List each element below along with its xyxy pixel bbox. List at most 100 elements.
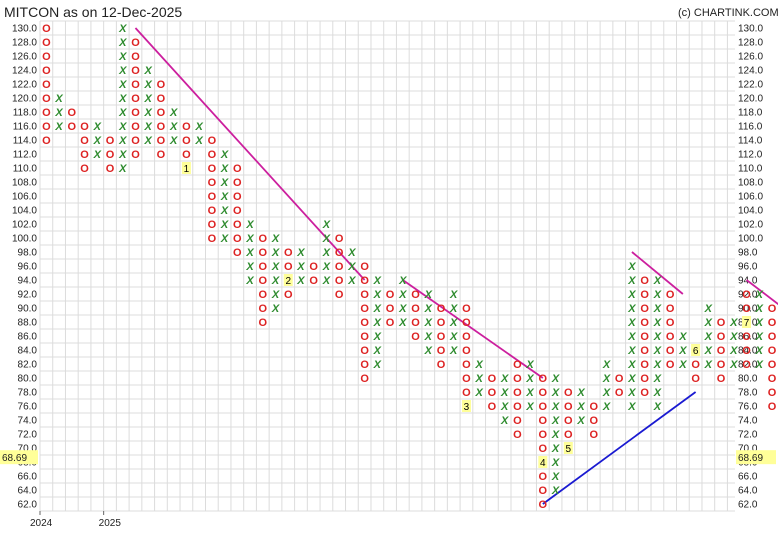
y-tick-label-left: 76.0 [18,402,38,413]
x-box: X [220,233,229,245]
o-box: O [68,121,77,133]
y-tick-label-left: 100.0 [12,234,37,245]
y-tick-label-left: 122.0 [12,80,37,91]
o-box: O [717,317,726,329]
o-box: O [462,387,471,399]
o-box: O [589,415,598,427]
y-tick-label-left: 98.0 [18,248,38,259]
o-box: O [284,289,293,301]
x-box: X [169,135,178,147]
x-box: X [296,247,305,259]
o-box: O [42,23,51,35]
x-box: X [653,331,662,343]
x-box: X [118,93,127,105]
x-box: X [449,289,458,301]
y-tick-label-right: 84.0 [738,346,758,357]
y-tick-label-left: 124.0 [12,66,37,77]
x-box: X [144,79,153,91]
o-box: O [768,303,777,315]
o-box: O [589,401,598,413]
y-tick-label-left: 118.0 [13,108,38,119]
o-box: O [768,387,777,399]
x-axis: 2024 2025 [30,511,121,529]
o-box: O [309,261,318,273]
x-box: X [220,163,229,175]
y-tick-label-left: 106.0 [12,192,37,203]
x-box: X [118,65,127,77]
o-box: O [640,345,649,357]
o-box: O [131,79,140,91]
x-box: X [118,37,127,49]
x-box: X [704,345,713,357]
y-tick-label-right: 78.0 [738,388,758,399]
grid [39,20,735,512]
x-box: X [220,205,229,217]
x-box: X [576,401,585,413]
x-box: X [755,331,764,343]
month-marker: 5 [566,444,572,455]
o-box: O [411,317,420,329]
x-box: X [500,401,509,413]
y-tick-label-left: 120.0 [12,94,37,105]
x-box: X [424,345,433,357]
o-box: O [68,107,77,119]
o-box: O [42,135,51,147]
o-box: O [691,359,700,371]
y-tick-label-left: 88.0 [18,318,38,329]
o-box: O [589,429,598,441]
y-tick-label-right: 128.0 [738,38,763,49]
x-box: X [602,401,611,413]
x-box: X [118,23,127,35]
x-box: X [475,373,484,385]
x-box: X [424,303,433,315]
o-box: O [462,317,471,329]
x-box: X [347,247,356,259]
o-box: O [208,191,217,203]
x-box: X [551,443,560,455]
o-box: O [666,303,675,315]
x-box: X [525,373,534,385]
x-box: X [551,401,560,413]
resistance-trendline [134,27,366,281]
y-tick-label-left: 128.0 [12,38,37,49]
last-price-bg-left [0,450,38,465]
x-box: X [704,317,713,329]
o-box: O [539,415,548,427]
y-tick-label-right: 82.0 [738,360,758,371]
o-box: O [513,415,522,427]
x-box: X [54,107,63,119]
o-box: O [437,359,446,371]
y-tick-label-left: 112.0 [13,150,38,161]
y-axis-right: 130.0 128.0 126.0 124.0 122.0 120.0 118.0 116.0… [738,24,763,511]
o-box: O [131,37,140,49]
o-box: O [360,345,369,357]
x-box: X [93,135,102,147]
o-box: O [182,149,191,161]
y-tick-label-right: 76.0 [738,402,758,413]
x-box: X [322,233,331,245]
o-box: O [258,247,267,259]
y-tick-label-left: 92.0 [18,290,38,301]
o-box: O [233,163,242,175]
x-box: X [322,261,331,273]
x-box: X [144,121,153,133]
o-box: O [717,359,726,371]
y-tick-label-right: 118.0 [738,108,763,119]
o-box: O [360,261,369,273]
o-box: O [640,387,649,399]
x-box: X [373,275,382,287]
x-box: X [271,289,280,301]
x-box: X [144,107,153,119]
x-box: X [525,387,534,399]
o-box: O [539,401,548,413]
o-box: O [208,205,217,217]
o-box: O [768,401,777,413]
x-box: X [322,219,331,231]
y-tick-label-right: 116.0 [738,122,763,133]
y-tick-label-right: 108.0 [738,178,763,189]
o-box: O [539,443,548,455]
x-box: X [373,331,382,343]
x-box: X [704,331,713,343]
o-box: O [742,331,751,343]
o-box: O [157,79,166,91]
